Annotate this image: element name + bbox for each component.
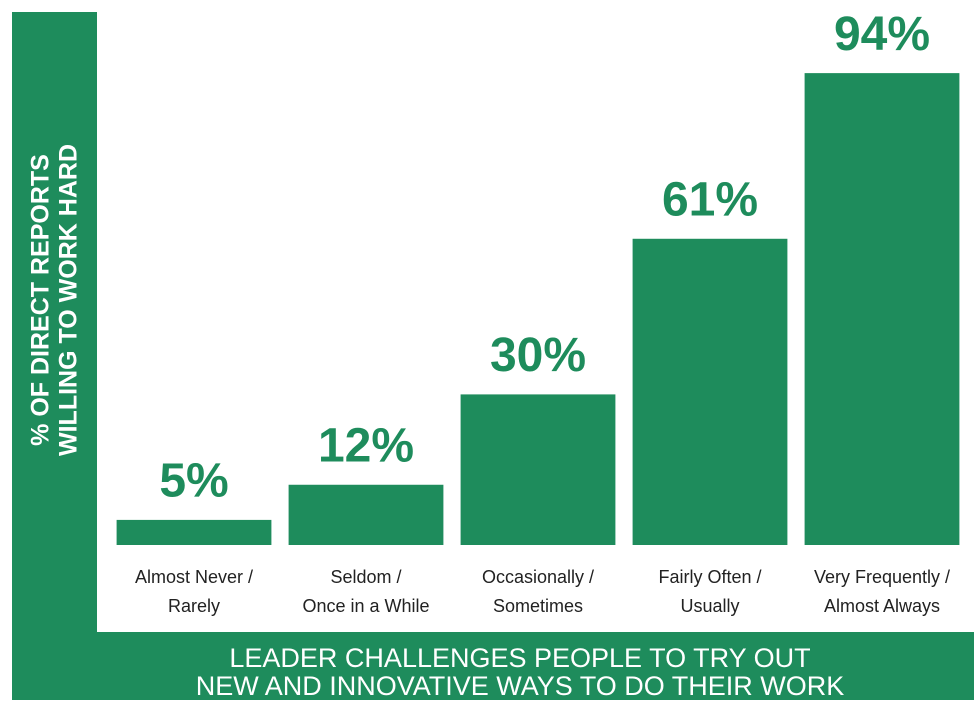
x-tick-label: Occasionally / Sometimes — [482, 567, 594, 616]
value-label: 12% — [318, 419, 414, 472]
left-band — [12, 12, 97, 700]
value-label: 5% — [159, 455, 228, 508]
bar — [632, 238, 788, 545]
bar — [460, 394, 616, 545]
y-title-line: WILLING TO WORK HARD — [55, 144, 83, 456]
x-tick-label: Fairly Often / Usually — [658, 567, 761, 616]
value-label: 61% — [662, 173, 758, 226]
x-title-line: LEADER CHALLENGES PEOPLE TO TRY OUT — [229, 643, 810, 673]
x-title-line: NEW AND INNOVATIVE WAYS TO DO THEIR WORK — [196, 671, 845, 701]
bar — [288, 484, 444, 545]
bar — [116, 519, 272, 545]
x-tick-label: Very Frequently / Almost Always — [814, 567, 950, 616]
bottom-band — [12, 632, 974, 700]
y-axis-title: % OF DIRECT REPORTS WILLING TO WORK HARD — [27, 144, 83, 456]
y-title-line: % OF DIRECT REPORTS — [27, 154, 55, 446]
value-label: 94% — [834, 8, 930, 61]
bar — [804, 73, 960, 546]
x-tick-label: Seldom / Once in a While — [302, 567, 429, 616]
x-tick-label: Almost Never / Rarely — [135, 567, 253, 616]
value-label: 30% — [490, 329, 586, 382]
